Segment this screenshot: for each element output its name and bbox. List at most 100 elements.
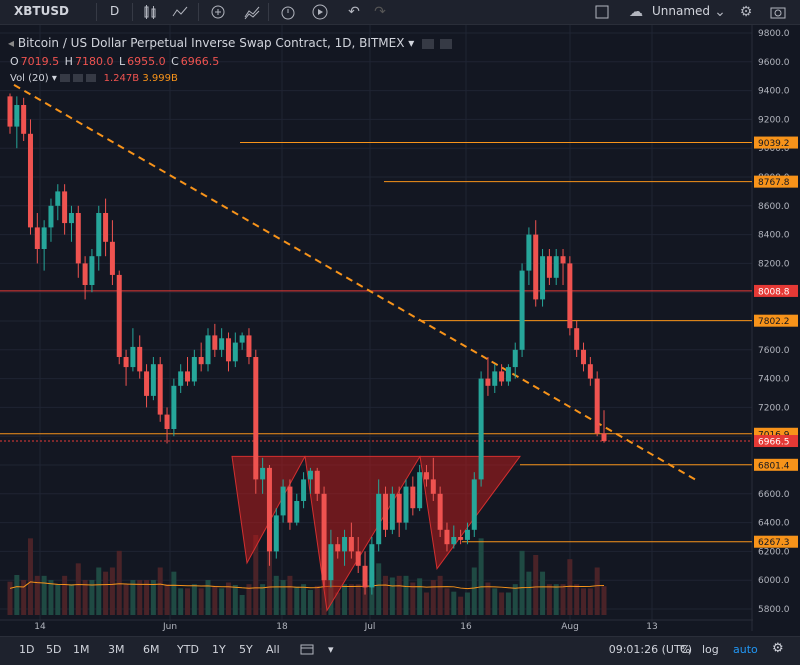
settings-icon[interactable]	[439, 38, 452, 49]
candle-body	[178, 371, 184, 386]
chevron-down-icon[interactable]: ▾	[51, 73, 57, 84]
candle-body	[246, 335, 252, 357]
volume-bar	[444, 588, 450, 615]
goto-date-icon[interactable]	[300, 643, 314, 655]
range-6m[interactable]: 6M	[143, 643, 160, 656]
price-level-label: 8008.8	[758, 287, 790, 297]
symbol-search[interactable]: XBTUSD	[14, 4, 69, 18]
range-5y[interactable]: 5Y	[239, 643, 253, 656]
candle-body	[512, 349, 518, 368]
toolbar-divider	[198, 3, 199, 21]
candle-body	[157, 364, 163, 415]
candle-body	[280, 486, 286, 516]
volume-bar	[464, 592, 470, 615]
percent-toggle[interactable]: %	[680, 643, 691, 656]
candle-body	[355, 551, 361, 566]
chevron-down-icon[interactable]: ▾	[328, 643, 334, 656]
volume-bars	[7, 535, 607, 615]
chart-background	[0, 25, 800, 631]
range-all[interactable]: All	[266, 643, 280, 656]
price-tick-label: 8400.0	[758, 231, 790, 241]
volume-bar	[430, 580, 436, 615]
price-level-tag	[754, 535, 798, 548]
volume-bar	[478, 538, 484, 615]
fullscreen-icon[interactable]	[594, 4, 610, 20]
candle-body	[321, 493, 327, 581]
candle-body	[553, 256, 559, 278]
volume-bar	[239, 595, 245, 615]
chart-title: Bitcoin / US Dollar Perpetual Inverse Sw…	[17, 36, 405, 50]
compare-icon[interactable]	[210, 4, 226, 20]
candle-body	[62, 191, 68, 224]
volume-bar	[485, 582, 491, 615]
range-1d[interactable]: 1D	[19, 643, 35, 656]
camera-icon[interactable]	[770, 4, 786, 20]
clock-time[interactable]: 09:01:26 (UTC)	[608, 643, 692, 656]
chevron-down-icon[interactable]: ▾	[408, 36, 415, 50]
price-tick-label: 7400.0	[758, 375, 790, 385]
volume-bar	[294, 586, 300, 615]
candles	[7, 93, 607, 595]
range-3m[interactable]: 3M	[108, 643, 125, 656]
settings-icon[interactable]: ⚙	[772, 641, 784, 656]
volume-bar	[396, 575, 402, 615]
candle-body	[48, 205, 54, 228]
range-1y[interactable]: 1Y	[212, 643, 226, 656]
eye-icon[interactable]	[422, 38, 435, 49]
volume-bar	[471, 567, 477, 615]
candle-body	[464, 529, 470, 540]
redo-icon[interactable]: ↷	[374, 4, 386, 20]
indicators-icon[interactable]	[172, 4, 188, 20]
settings-icon[interactable]	[73, 74, 84, 82]
eye-icon[interactable]	[60, 74, 71, 82]
volume-label: Vol (20)	[10, 73, 49, 84]
legend-arrow-icon[interactable]: ◂	[8, 36, 15, 50]
candle-body	[164, 414, 170, 429]
volume-bar	[355, 584, 361, 615]
chart-area[interactable]: 5800.06000.06200.06400.06600.06800.07000…	[0, 25, 800, 631]
candles-icon[interactable]	[142, 4, 158, 20]
range-1m[interactable]: 1M	[73, 643, 90, 656]
alert-icon[interactable]	[280, 4, 296, 20]
volume-bar	[27, 538, 33, 615]
range-ytd[interactable]: YTD	[177, 643, 199, 656]
volume-bar	[41, 575, 47, 615]
area-icon[interactable]	[244, 4, 260, 20]
price-axis-bg	[753, 25, 800, 631]
candle-body	[594, 378, 600, 434]
candle-body	[266, 467, 272, 552]
range-5d[interactable]: 5D	[46, 643, 62, 656]
toolbar-divider	[268, 3, 269, 21]
volume-bar	[560, 584, 566, 615]
price-tick-label: 6600.0	[758, 490, 790, 500]
candle-body	[144, 371, 150, 396]
price-level-label: 7802.2	[758, 317, 790, 327]
volume-bar	[423, 592, 429, 615]
candle-body	[369, 544, 375, 588]
auto-toggle[interactable]: auto	[733, 643, 758, 656]
volume-bar	[280, 580, 286, 615]
candle-body	[75, 213, 81, 264]
chart-legend: ◂ Bitcoin / US Dollar Perpetual Inverse …	[8, 36, 452, 50]
price-tick-label: 7200.0	[758, 403, 790, 413]
settings-icon[interactable]: ⚙	[739, 4, 753, 20]
log-toggle[interactable]: log	[702, 643, 719, 656]
candle-body	[567, 263, 573, 329]
cloud-icon[interactable]: ☁	[629, 4, 643, 20]
volume-bar	[383, 575, 389, 615]
price-chart[interactable]: 5800.06000.06200.06400.06600.06800.07000…	[0, 25, 800, 631]
close-icon[interactable]	[86, 74, 97, 82]
candle-body	[540, 256, 546, 300]
layout-name[interactable]: Unnamed	[652, 4, 711, 18]
replay-icon[interactable]	[312, 4, 328, 20]
candle-body	[362, 565, 368, 588]
volume-bar	[417, 578, 423, 615]
interval-button[interactable]: D	[110, 4, 120, 18]
price-level-tag	[754, 314, 798, 327]
undo-icon[interactable]: ↶	[348, 4, 360, 20]
volume-bar	[89, 580, 95, 615]
top-toolbar: XBTUSD D ↶ ↷ ☁ Unnamed ⌄ ⚙	[0, 0, 800, 25]
candle-body	[34, 227, 40, 249]
volume-bar	[116, 550, 122, 615]
chevron-down-icon[interactable]: ⌄	[714, 4, 726, 20]
